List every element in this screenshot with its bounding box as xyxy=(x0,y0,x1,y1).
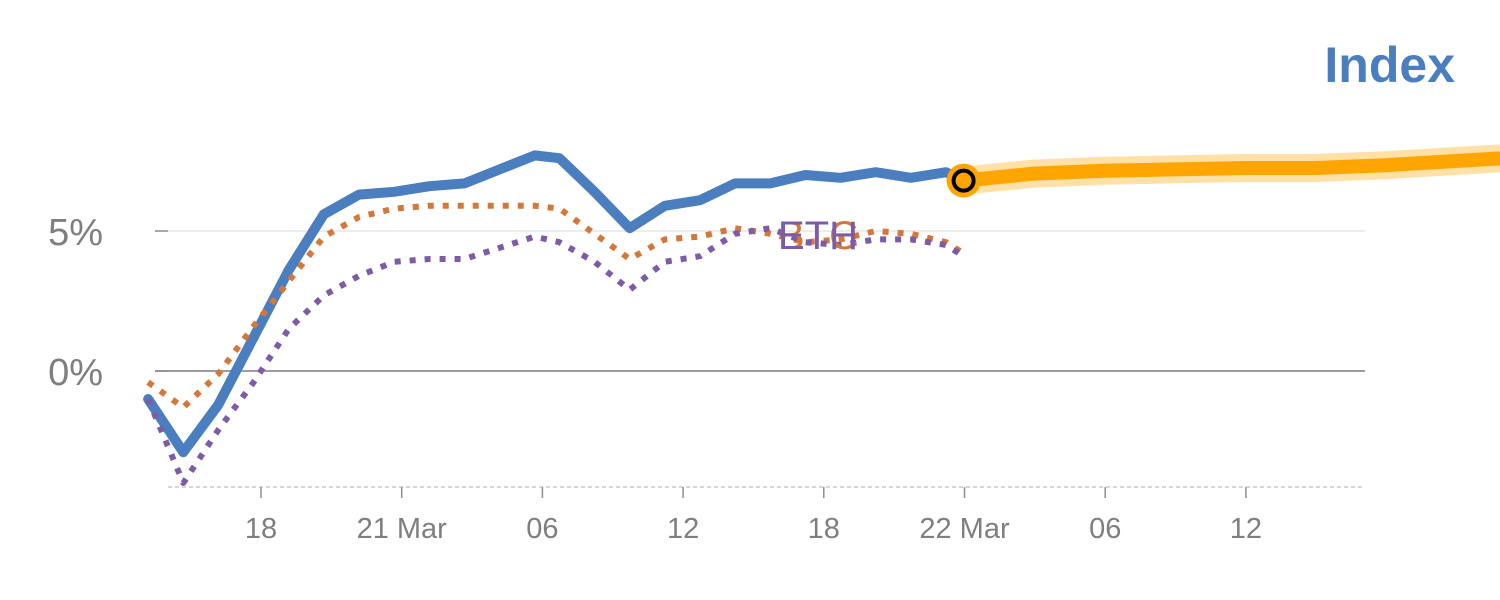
x-tick-label: 21 Mar xyxy=(357,513,448,545)
x-tick-label: 06 xyxy=(1089,513,1121,545)
series-line-btc xyxy=(146,202,966,411)
x-tick-label: 06 xyxy=(526,513,558,545)
series-line-eth xyxy=(145,225,966,486)
end-marker xyxy=(951,168,976,193)
y-tick-label: 0% xyxy=(48,352,103,394)
series-label-eth: ETH xyxy=(778,214,858,258)
x-tick-label: 12 xyxy=(667,513,699,545)
chart-title: Index xyxy=(1324,37,1455,93)
x-tick-label: 22 Mar xyxy=(919,513,1010,545)
x-tick-label: 12 xyxy=(1230,513,1262,545)
grid-layer xyxy=(155,230,1365,372)
axis-layer: 5% 0% 18 21 Mar 06 12 18 22 Mar 06 12 xyxy=(48,212,1365,545)
marker-layer xyxy=(946,163,981,198)
forecast-line xyxy=(956,151,1500,188)
x-tick-label: 18 xyxy=(808,513,840,545)
series-layer xyxy=(143,144,1500,486)
series-label-btc: BTC xyxy=(778,214,858,258)
x-tick-label: 18 xyxy=(245,513,277,545)
index-line xyxy=(143,150,969,458)
y-tick-label: 5% xyxy=(48,212,103,254)
